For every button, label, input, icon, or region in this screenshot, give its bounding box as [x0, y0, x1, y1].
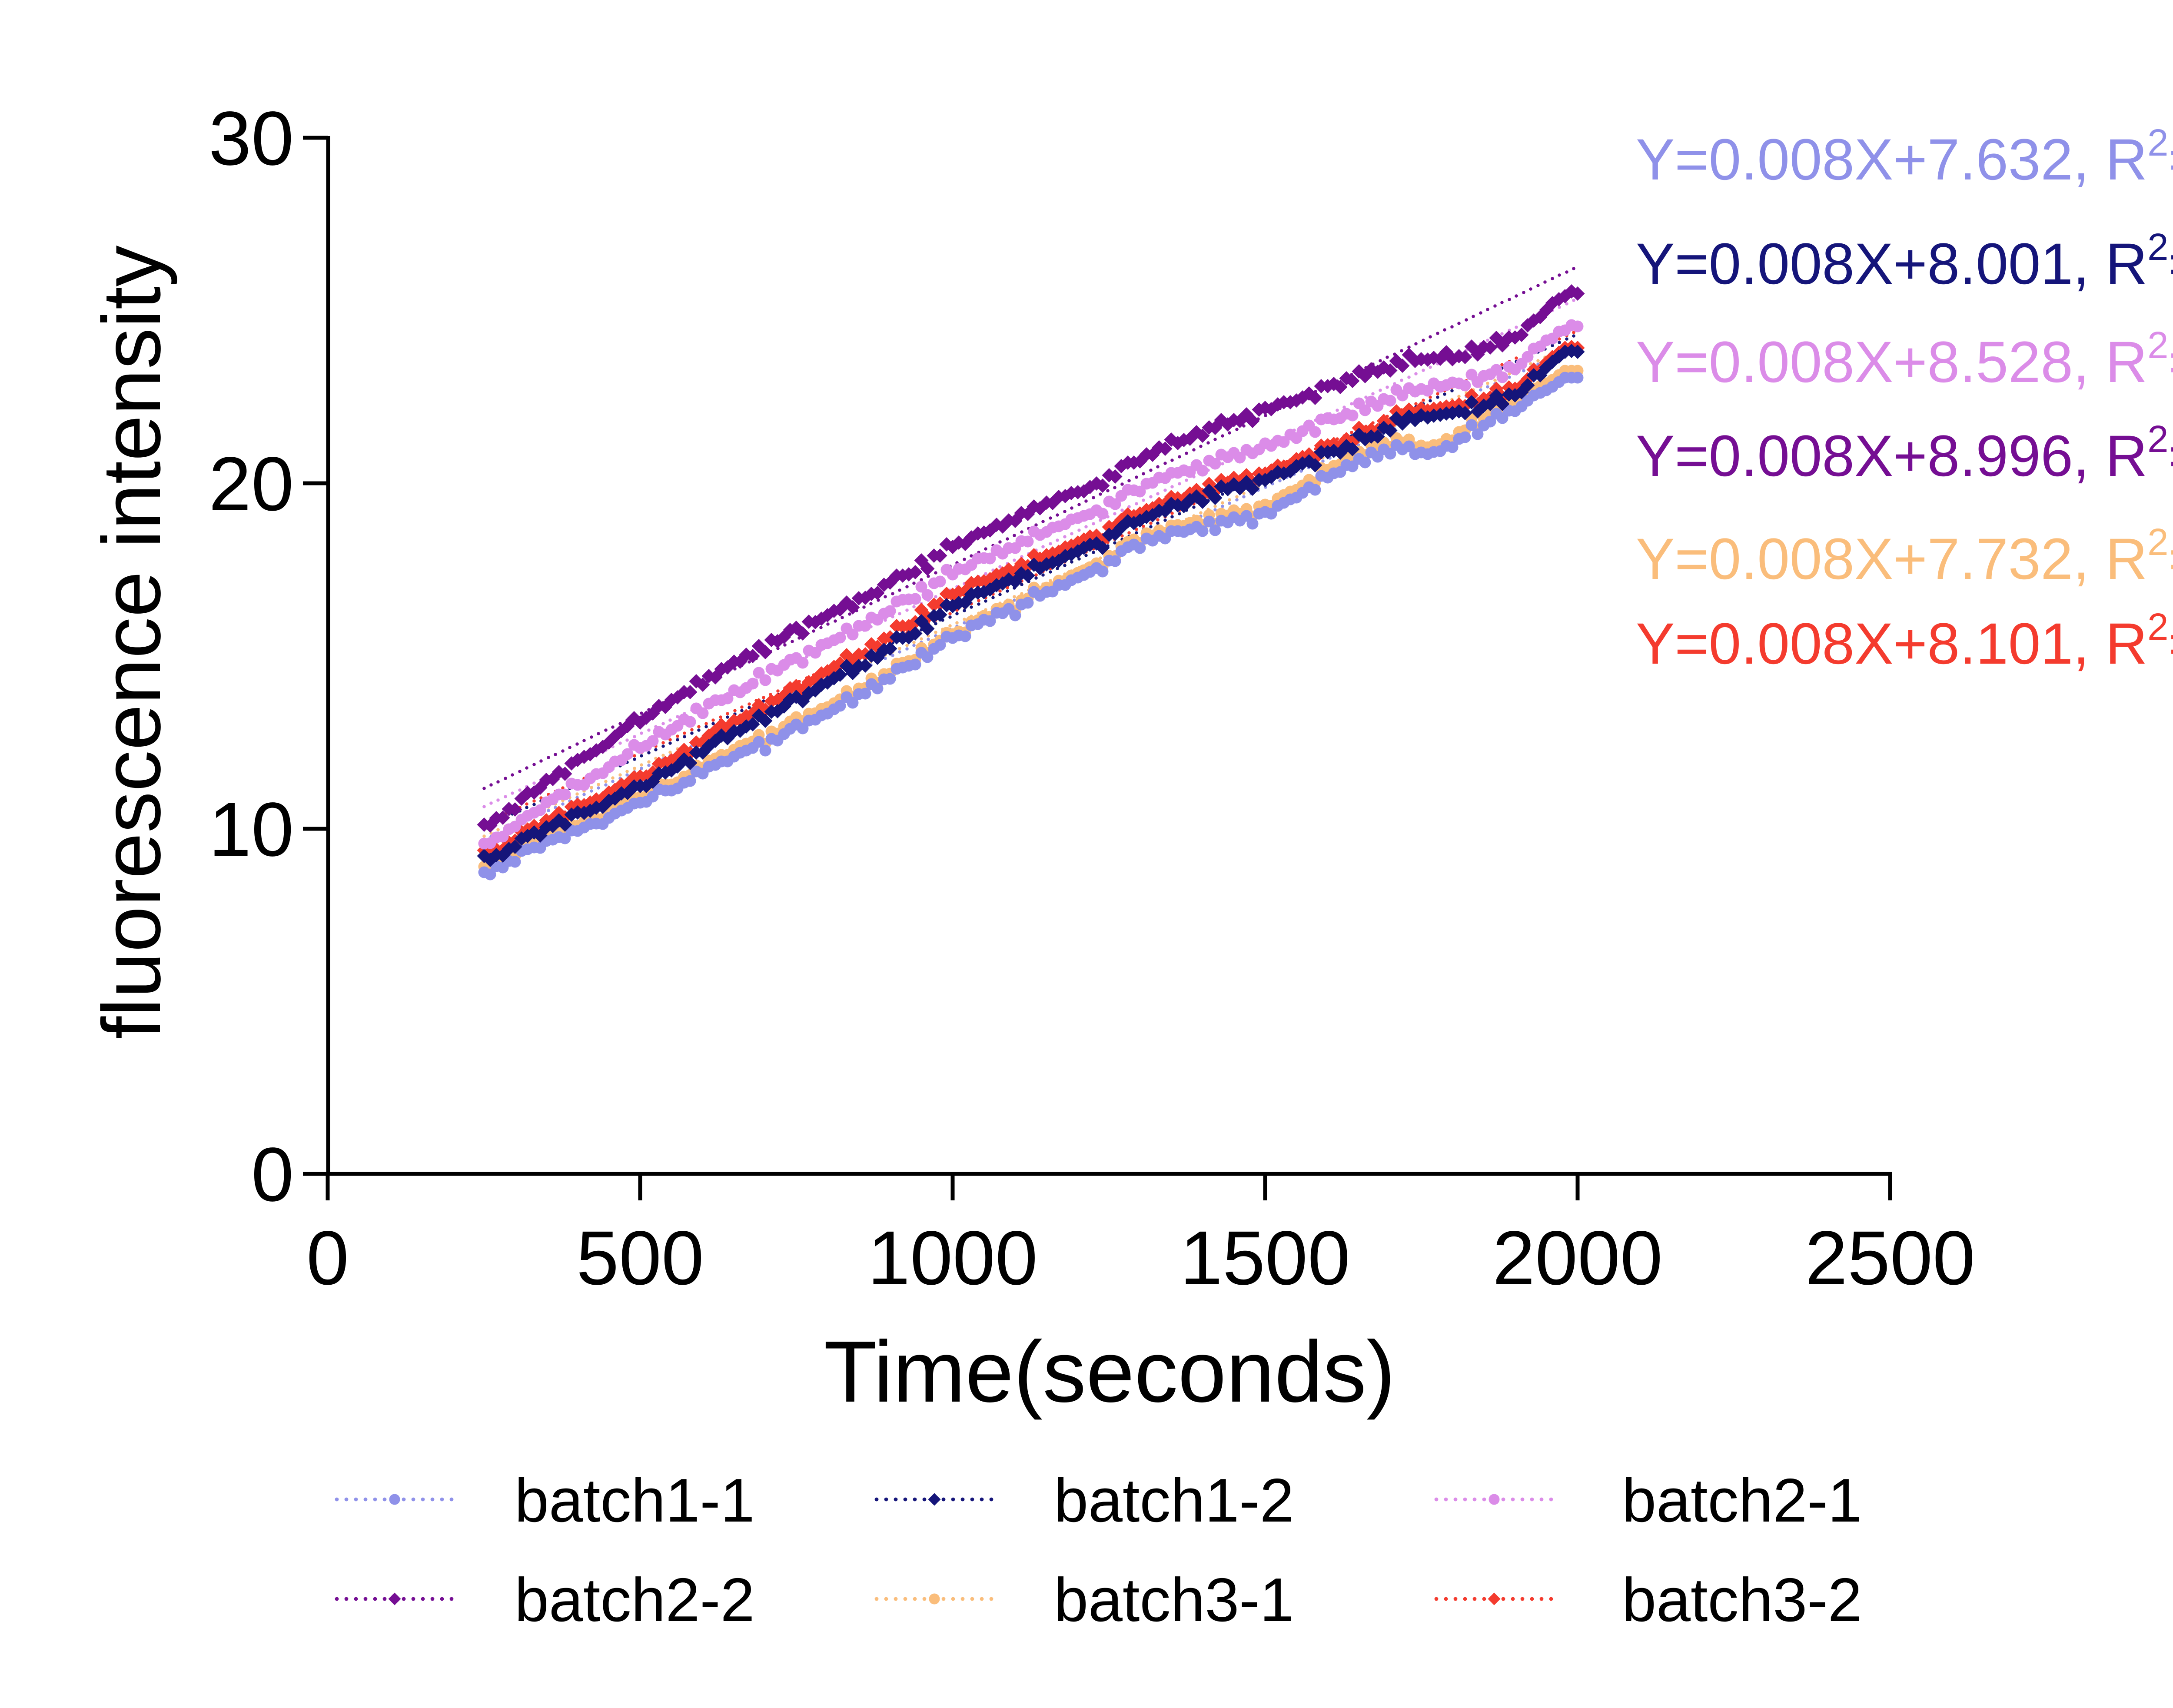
- svg-text:batch2-2: batch2-2: [515, 1565, 755, 1635]
- svg-text:2500: 2500: [1805, 1216, 1975, 1301]
- svg-text:0: 0: [306, 1216, 349, 1301]
- svg-text:Y=0.008X+7.732, R2=0.99: Y=0.008X+7.732, R2=0.99: [1636, 521, 2173, 591]
- svg-text:1000: 1000: [867, 1216, 1038, 1301]
- svg-text:Y=0.008X+7.632, R2=0.99: Y=0.008X+7.632, R2=0.99: [1636, 122, 2173, 192]
- svg-text:Y=0.008X+8.101, R2=0.99: Y=0.008X+8.101, R2=0.99: [1636, 606, 2173, 676]
- svg-text:Time(seconds): Time(seconds): [824, 1323, 1395, 1420]
- svg-text:10: 10: [209, 787, 294, 872]
- svg-text:batch1-1: batch1-1: [515, 1466, 755, 1535]
- svg-text:30: 30: [209, 96, 294, 181]
- svg-text:fluorescence intensity: fluorescence intensity: [86, 245, 178, 1039]
- svg-text:Y=0.008X+8.996, R2=0.99: Y=0.008X+8.996, R2=0.99: [1636, 418, 2173, 488]
- svg-text:batch2-1: batch2-1: [1622, 1466, 1862, 1535]
- svg-text:batch3-1: batch3-1: [1054, 1565, 1294, 1635]
- svg-text:1500: 1500: [1180, 1216, 1350, 1301]
- svg-text:Y=0.008X+8.001, R2=0.99: Y=0.008X+8.001, R2=0.99: [1636, 226, 2173, 296]
- svg-text:2000: 2000: [1492, 1216, 1663, 1301]
- svg-text:500: 500: [576, 1216, 704, 1301]
- svg-text:batch1-2: batch1-2: [1054, 1466, 1294, 1535]
- svg-text:batch3-2: batch3-2: [1622, 1565, 1862, 1635]
- svg-text:0: 0: [251, 1132, 294, 1217]
- svg-text:Y=0.008X+8.528, R2=0.99: Y=0.008X+8.528, R2=0.99: [1636, 324, 2173, 395]
- svg-text:20: 20: [209, 442, 294, 527]
